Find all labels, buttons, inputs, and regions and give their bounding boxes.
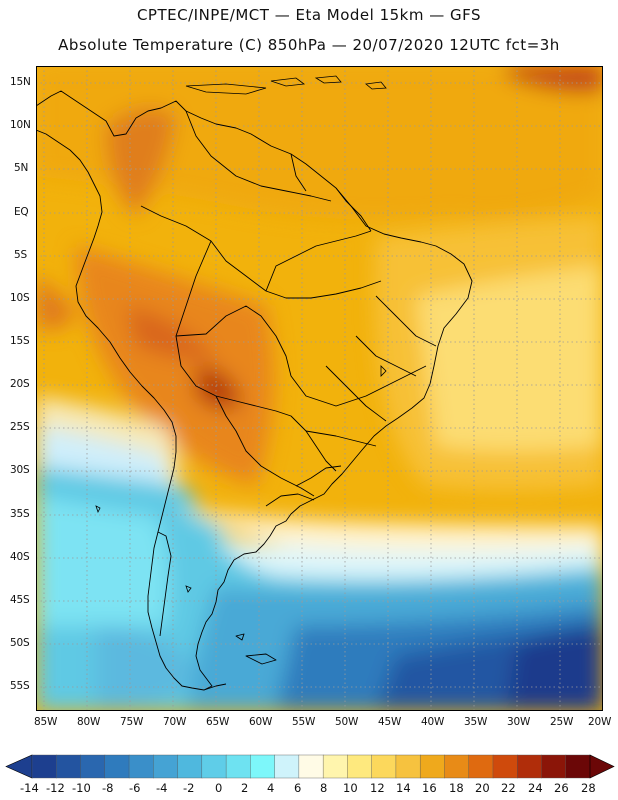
colorbar-cell bbox=[31, 754, 57, 779]
colorbar-cell bbox=[468, 754, 494, 779]
grid-lines bbox=[36, 66, 603, 711]
colorbar-label-10: 10 bbox=[343, 781, 358, 795]
temperature-map bbox=[36, 66, 603, 711]
colorbar-label-m12: -12 bbox=[46, 781, 65, 795]
lon-label-20w: 20W bbox=[588, 716, 612, 728]
colorbar-label-26: 26 bbox=[554, 781, 569, 795]
colorbar-cell bbox=[274, 754, 300, 779]
colorbar-cell bbox=[322, 754, 348, 779]
colorbar-cell bbox=[250, 754, 276, 779]
colorbar-label-6: 6 bbox=[294, 781, 302, 795]
colorbar-cell bbox=[444, 754, 470, 779]
colorbar-cell bbox=[492, 754, 518, 779]
colorbar-cell bbox=[395, 754, 421, 779]
colorbar-label-20: 20 bbox=[475, 781, 490, 795]
colorbar-cell bbox=[104, 754, 130, 779]
lon-label-40w: 40W bbox=[421, 716, 445, 728]
lon-label-55w: 55W bbox=[292, 716, 316, 728]
colorbar-label-4: 4 bbox=[267, 781, 275, 795]
colorbar-cell bbox=[56, 754, 82, 779]
islands bbox=[95, 75, 387, 593]
colorbar bbox=[5, 754, 615, 779]
colorbar-label-m14: -14 bbox=[20, 781, 39, 795]
lat-label-15s: 15S bbox=[10, 335, 30, 347]
coastlines-borders bbox=[36, 90, 473, 691]
lon-label-25w: 25W bbox=[550, 716, 574, 728]
lat-label-5s: 5S bbox=[14, 249, 27, 261]
lat-label-45s: 45S bbox=[10, 594, 30, 606]
lat-label-eq: EQ bbox=[14, 206, 29, 218]
colorbar-cell bbox=[298, 754, 324, 779]
lon-label-30w: 30W bbox=[507, 716, 531, 728]
lon-label-65w: 65W bbox=[206, 716, 230, 728]
colorbar-cell bbox=[128, 754, 154, 779]
lat-label-25s: 25S bbox=[10, 421, 30, 433]
colorbar-label-8: 8 bbox=[320, 781, 328, 795]
colorbar-label-m8: -8 bbox=[102, 781, 114, 795]
lon-label-50w: 50W bbox=[335, 716, 359, 728]
colorbar-label-18: 18 bbox=[449, 781, 464, 795]
colorbar-label-28: 28 bbox=[581, 781, 596, 795]
colorbar-arrow-right bbox=[589, 754, 615, 779]
colorbar-label-2: 2 bbox=[241, 781, 249, 795]
colorbar-cell bbox=[371, 754, 397, 779]
colorbar-cell bbox=[541, 754, 567, 779]
colorbar-cell bbox=[347, 754, 373, 779]
colorbar-cell bbox=[517, 754, 542, 779]
colorbar-label-22: 22 bbox=[501, 781, 516, 795]
lat-label-15n: 15N bbox=[10, 76, 31, 88]
lon-label-60w: 60W bbox=[249, 716, 273, 728]
title-line-1: CPTEC/INPE/MCT — Eta Model 15km — GFS bbox=[136, 6, 482, 24]
lon-label-80w: 80W bbox=[77, 716, 101, 728]
colorbar-label-16: 16 bbox=[422, 781, 437, 795]
colorbar-arrow-left bbox=[5, 754, 33, 779]
colorbar-label-m10: -10 bbox=[72, 781, 91, 795]
lat-label-50s: 50S bbox=[10, 637, 30, 649]
colorbar-cell bbox=[419, 754, 445, 779]
lon-label-70w: 70W bbox=[163, 716, 187, 728]
colorbar-cell bbox=[153, 754, 179, 779]
colorbar-cell bbox=[201, 754, 227, 779]
colorbar-label-0: 0 bbox=[215, 781, 223, 795]
lon-label-45w: 45W bbox=[378, 716, 402, 728]
title-line-2: Absolute Temperature (C) 850hPa — 20/07/… bbox=[58, 36, 560, 54]
lat-label-35s: 35S bbox=[10, 508, 30, 520]
lat-label-55s: 55S bbox=[10, 680, 30, 692]
lon-label-85w: 85W bbox=[34, 716, 58, 728]
colorbar-cell bbox=[565, 754, 591, 779]
lon-label-35w: 35W bbox=[464, 716, 488, 728]
lat-label-10n: 10N bbox=[10, 119, 31, 131]
colorbar-label-12: 12 bbox=[370, 781, 385, 795]
colorbar-label-m6: -6 bbox=[129, 781, 141, 795]
lat-label-10s: 10S bbox=[10, 292, 30, 304]
lat-label-40s: 40S bbox=[10, 551, 30, 563]
colorbar-label-14: 14 bbox=[396, 781, 411, 795]
colorbar-label-m4: -4 bbox=[156, 781, 168, 795]
colorbar-label-m2: -2 bbox=[183, 781, 195, 795]
colorbar-cell bbox=[225, 754, 251, 779]
colorbar-cell bbox=[177, 754, 203, 779]
colorbar-cell bbox=[80, 754, 106, 779]
lat-label-30s: 30S bbox=[10, 464, 30, 476]
colorbar-label-24: 24 bbox=[528, 781, 543, 795]
lat-label-5n: 5N bbox=[14, 162, 29, 174]
lat-label-20s: 20S bbox=[10, 378, 30, 390]
lon-label-75w: 75W bbox=[120, 716, 144, 728]
